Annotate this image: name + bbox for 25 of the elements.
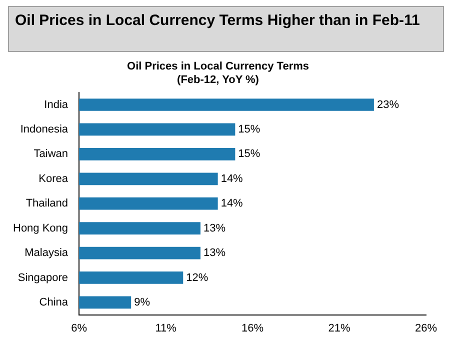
x-tick-label: 21%	[328, 322, 350, 334]
x-tick-label: 6%	[71, 322, 88, 334]
data-label: 13%	[203, 247, 226, 260]
y-tick-label: Korea	[38, 172, 69, 185]
y-tick-label: Thailand	[26, 198, 68, 210]
chart-subtitle: Oil Prices in Local Currency Terms (Feb-12, YoY %)	[127, 60, 309, 86]
y-tick-label: Hong Kong	[12, 222, 68, 234]
y-tick-label: China	[39, 296, 69, 308]
data-label: 14%	[220, 198, 244, 210]
y-tick-label: Singapore	[18, 272, 68, 284]
data-label: 12%	[186, 272, 208, 284]
y-tick-label: Malaysia	[24, 247, 69, 260]
data-label: 9%	[134, 296, 150, 308]
y-tick-label: Taiwan	[34, 148, 68, 160]
y-tick-label: Indonesia	[20, 124, 69, 136]
x-tick-label: 16%	[242, 322, 264, 334]
data-label: 15%	[238, 124, 260, 136]
data-label: 14%	[220, 172, 244, 185]
data-label: 15%	[238, 148, 260, 160]
chart-title: Oil Prices in Local Currency Terms Higher than in Feb-11	[8, 6, 444, 52]
x-tick-label: 11%	[155, 322, 177, 334]
y-tick-label: India	[44, 98, 69, 111]
data-label: 23%	[376, 98, 400, 111]
data-label: 13%	[203, 222, 226, 234]
x-tick-label: 26%	[414, 322, 438, 334]
